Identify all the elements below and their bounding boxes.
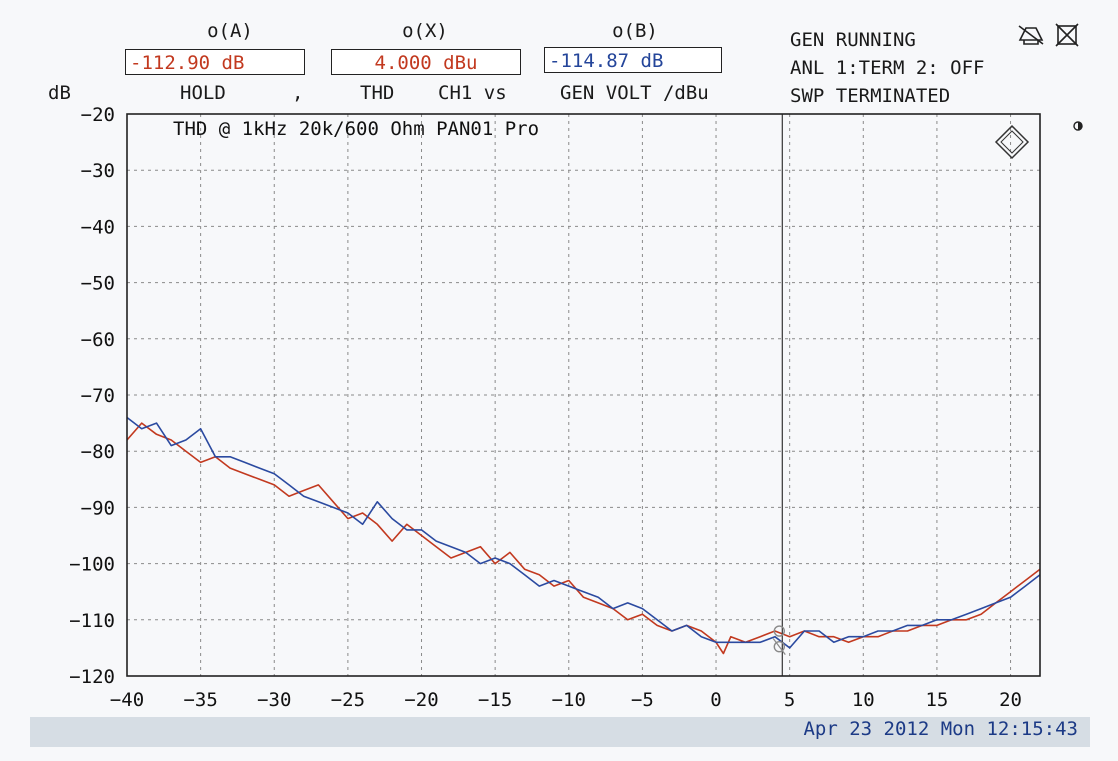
marker-b-label: o(B) (612, 20, 658, 42)
hold-label: HOLD (180, 82, 226, 104)
status-panel: GEN RUNNING ANL 1:TERM 2: OFF SWP TERMIN… (790, 26, 984, 110)
plot-frame (126, 113, 1041, 677)
thd-label: THD (360, 82, 395, 104)
chart-title: THD @ 1kHz 20k/600 Ohm PAN01 Pro (173, 118, 539, 140)
x-tick-label: 5 (784, 689, 795, 711)
marker-x-symbol (772, 638, 786, 656)
y-tick-label: −30 (81, 160, 115, 182)
marker-b-symbol (773, 640, 785, 653)
disk-off-icon (1055, 23, 1079, 47)
marker-x-label: o(X) (402, 20, 448, 42)
footer-bar (30, 717, 1090, 747)
y-tick-label: −50 (81, 273, 115, 295)
y-tick-label: −90 (81, 497, 115, 519)
x-tick-label: −35 (183, 689, 217, 711)
y-tick-label: −40 (81, 216, 115, 238)
marker-a-symbol (773, 625, 785, 637)
status-line-swp: SWP TERMINATED (790, 85, 951, 107)
marker-a-value[interactable]: -112.90 dB (125, 49, 305, 75)
comma-label: , (292, 82, 304, 104)
status-line-anl: ANL 1:TERM 2: OFF (790, 57, 985, 79)
x-tick-label: −20 (404, 689, 438, 711)
y-unit-label: dB (48, 82, 71, 104)
x-tick-label: −25 (331, 689, 365, 711)
y-tick-label: −60 (81, 329, 115, 351)
y-tick-label: −80 (81, 441, 115, 463)
x-tick-label: 10 (852, 689, 875, 711)
marker-x-value[interactable]: 4.000 dBu (331, 49, 521, 75)
x-tick-label: −30 (257, 689, 291, 711)
y-tick-label: −120 (69, 666, 115, 688)
y-tick-label: −110 (69, 610, 115, 632)
x-tick-label: 0 (710, 689, 721, 711)
x-tick-label: 15 (925, 689, 948, 711)
status-icons (1018, 23, 1079, 47)
series-line-1 (126, 422, 1041, 655)
printer-icon (1018, 25, 1044, 45)
rohde-schwarz-logo-icon (994, 124, 1030, 160)
series-line-2 (126, 416, 1041, 649)
y-tick-label: −100 (69, 554, 115, 576)
x-tick-label: −40 (110, 689, 144, 711)
x-tick-label: −5 (631, 689, 654, 711)
x-tick-label: −15 (478, 689, 512, 711)
contrast-icon (1073, 121, 1083, 131)
marker-a-label: o(A) (207, 20, 253, 42)
ch1-vs-label: CH1 vs (438, 82, 507, 104)
timestamp: Apr 23 2012 Mon 12:15:43 (803, 718, 1078, 740)
x-tick-label: 20 (999, 689, 1022, 711)
status-line-gen: GEN RUNNING (790, 29, 916, 51)
marker-b-value[interactable]: -114.87 dB (544, 47, 722, 73)
y-tick-label: −70 (81, 385, 115, 407)
y-tick-label: −20 (81, 104, 115, 126)
x-tick-label: −10 (552, 689, 586, 711)
gen-volt-label: GEN VOLT /dBu (560, 82, 709, 104)
